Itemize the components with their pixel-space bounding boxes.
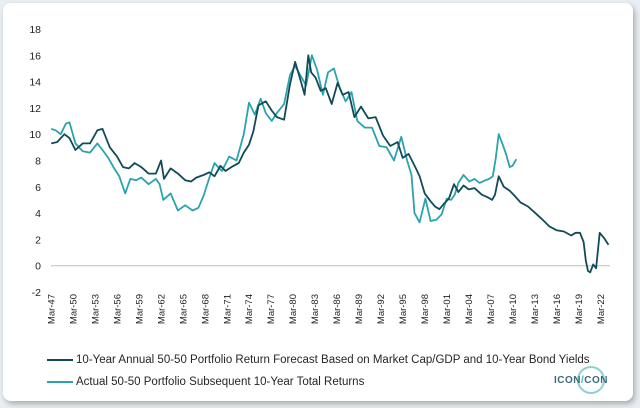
x-tick-label: Mar-92 (376, 294, 387, 324)
series-lines (50, 54, 610, 274)
y-tick-label: 18 (29, 24, 41, 36)
x-tick-label: Mar-13 (530, 294, 541, 324)
x-tick-label: Mar-04 (464, 294, 475, 324)
y-tick-label: 2 (35, 234, 41, 246)
logo-ring-icon (577, 366, 605, 394)
legend-label-actual: Actual 50-50 Portfolio Subsequent 10-Yea… (76, 376, 365, 388)
x-tick-label: Mar-53 (90, 294, 101, 324)
actual-swatch (47, 381, 73, 383)
logo-right: CON (584, 375, 609, 386)
y-tick-label: 8 (35, 156, 41, 168)
y-tick-label: 14 (29, 77, 41, 89)
y-axis: -2 0 2 4 6 8 10 12 14 16 18 (29, 24, 610, 299)
x-axis: Mar-47 Mar-50 Mar-53 Mar-56 Mar-59 Mar-62 Mar-… (47, 294, 607, 324)
actual-returns-line (50, 54, 518, 224)
chart-card: -2 0 2 4 6 8 10 12 14 16 18 Mar-47 Mar-50 Mar-53 Mar-… (3, 3, 633, 401)
x-tick-label: Mar-98 (420, 294, 431, 324)
legend-item-forecast: 10-Year Annual 50-50 Portfolio Return Fo… (47, 349, 590, 371)
y-tick-label: 10 (29, 129, 41, 141)
x-tick-label: Mar-50 (68, 294, 79, 324)
x-tick-label: Mar-89 (354, 294, 365, 324)
x-tick-label: Mar-95 (398, 294, 409, 324)
x-tick-label: Mar-19 (574, 294, 585, 324)
brand-logo: ICON/CON (554, 375, 609, 386)
forecast-swatch (47, 359, 73, 361)
y-tick-label: -2 (32, 287, 41, 299)
y-tick-label: 6 (35, 182, 41, 194)
x-tick-label: Mar-47 (47, 294, 58, 324)
x-tick-label: Mar-86 (332, 294, 343, 324)
x-tick-label: Mar-68 (200, 294, 211, 324)
x-tick-label: Mar-74 (244, 294, 255, 324)
legend-item-actual: Actual 50-50 Portfolio Subsequent 10-Yea… (47, 371, 590, 393)
x-tick-label: Mar-71 (222, 294, 233, 324)
y-tick-label: 12 (29, 103, 41, 115)
x-tick-label: Mar-07 (486, 294, 497, 324)
x-tick-label: Mar-83 (310, 294, 321, 324)
y-tick-label: 4 (35, 208, 41, 220)
x-tick-label: Mar-10 (508, 294, 519, 324)
x-tick-label: Mar-01 (442, 294, 453, 324)
x-tick-label: Mar-22 (596, 294, 607, 324)
y-tick-label: 0 (35, 261, 41, 273)
x-tick-label: Mar-80 (288, 294, 299, 324)
logo-left: ICON (554, 375, 581, 386)
legend: 10-Year Annual 50-50 Portfolio Return Fo… (47, 349, 590, 393)
x-tick-label: Mar-65 (178, 294, 189, 324)
x-tick-label: Mar-59 (134, 294, 145, 324)
legend-label-forecast: 10-Year Annual 50-50 Portfolio Return Fo… (76, 354, 590, 366)
x-tick-label: Mar-77 (266, 294, 277, 324)
x-tick-label: Mar-56 (112, 294, 123, 324)
forecast-returns-line (51, 54, 610, 274)
x-tick-label: Mar-16 (552, 294, 563, 324)
y-tick-label: 16 (29, 50, 41, 62)
x-tick-label: Mar-62 (156, 294, 167, 324)
